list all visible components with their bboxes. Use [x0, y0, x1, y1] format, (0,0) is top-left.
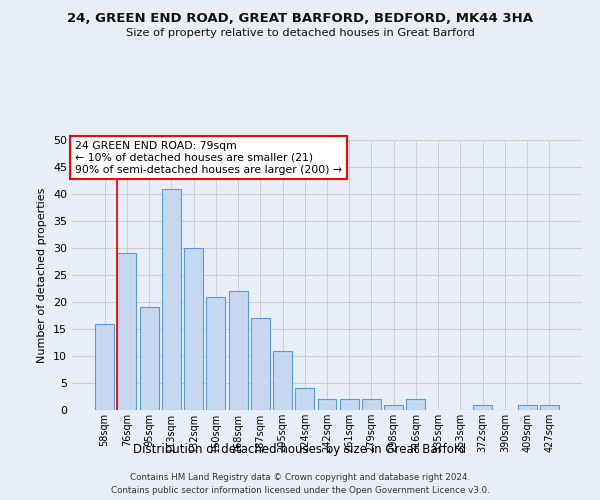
Bar [340, 399, 359, 410]
Text: Contains HM Land Registry data © Crown copyright and database right 2024.: Contains HM Land Registry data © Crown c… [130, 472, 470, 482]
Bar [473, 404, 492, 410]
Bar [540, 404, 559, 410]
Text: Contains public sector information licensed under the Open Government Licence v3: Contains public sector information licen… [110, 486, 490, 495]
Bar [251, 318, 270, 410]
Bar [95, 324, 114, 410]
Text: 24, GREEN END ROAD, GREAT BARFORD, BEDFORD, MK44 3HA: 24, GREEN END ROAD, GREAT BARFORD, BEDFO… [67, 12, 533, 26]
Bar [406, 399, 425, 410]
Bar [295, 388, 314, 410]
Bar [317, 399, 337, 410]
Bar [518, 404, 536, 410]
Bar [273, 350, 292, 410]
Bar [184, 248, 203, 410]
Text: Distribution of detached houses by size in Great Barford: Distribution of detached houses by size … [133, 442, 467, 456]
Bar [140, 308, 158, 410]
Bar [162, 188, 181, 410]
Text: Size of property relative to detached houses in Great Barford: Size of property relative to detached ho… [125, 28, 475, 38]
Bar [229, 291, 248, 410]
Bar [362, 399, 381, 410]
Text: 24 GREEN END ROAD: 79sqm
← 10% of detached houses are smaller (21)
90% of semi-d: 24 GREEN END ROAD: 79sqm ← 10% of detach… [74, 142, 341, 174]
Bar [206, 296, 225, 410]
Bar [118, 254, 136, 410]
Bar [384, 404, 403, 410]
Y-axis label: Number of detached properties: Number of detached properties [37, 188, 47, 362]
